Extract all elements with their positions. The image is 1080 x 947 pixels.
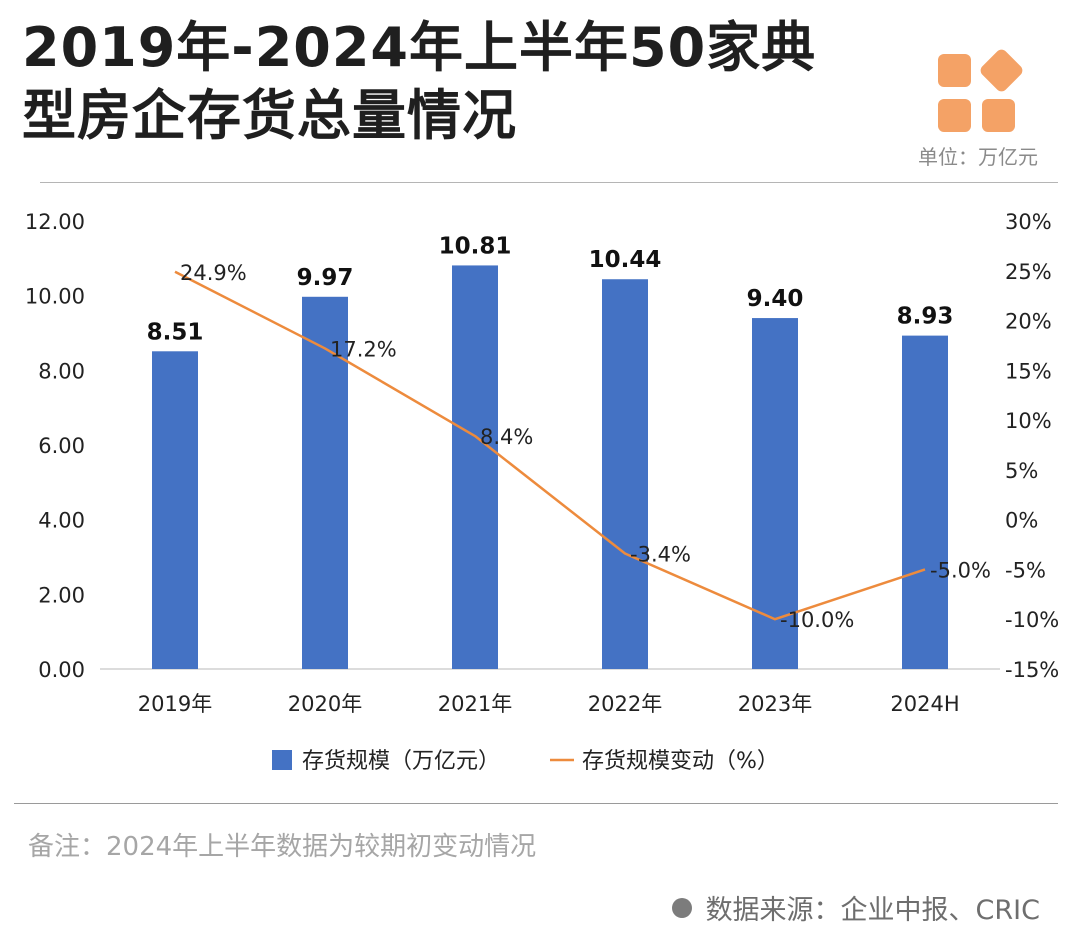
y-left-tick-label: 12.00 (25, 210, 85, 234)
inventory-chart: 0.00 2.00 4.00 6.00 8.00 10.00 12.00 -15% -10% -5… (25, 210, 1059, 774)
y-right-tick-label: 30% (1005, 210, 1052, 234)
y-right-tick-label: -10% (1005, 608, 1059, 632)
y-left-tick-label: 0.00 (38, 658, 85, 682)
x-tick-label: 2019年 (138, 692, 212, 716)
y-right-tick-label: 25% (1005, 260, 1052, 284)
bar-value-label: 9.40 (747, 286, 804, 312)
title-line-1: 2019年-2024年上半年50家典 (22, 16, 817, 79)
legend-bar-label: 存货规模（万亿元） (302, 749, 500, 774)
bar (902, 335, 948, 669)
y-left-tick-label: 6.00 (38, 434, 85, 458)
legend-line-label: 存货规模变动（%） (582, 749, 779, 774)
logo-squares-icon (938, 47, 1028, 134)
line-point-label: -10.0% (780, 608, 854, 632)
logo-square-1 (938, 54, 971, 87)
y-right-tick-label: 20% (1005, 310, 1052, 334)
source-line: 数据来源：企业中报、CRIC (671, 888, 1040, 927)
bar-value-label: 10.44 (589, 247, 662, 273)
footnote: 备注：2024年上半年数据为较期初变动情况 (28, 832, 537, 862)
x-tick-label: 2022年 (588, 692, 662, 716)
logo-square-2 (978, 47, 1025, 94)
bar (752, 318, 798, 669)
y-right-tick-label: -15% (1005, 658, 1059, 682)
y-right-tick-label: 0% (1005, 509, 1038, 533)
source-dot-icon (671, 897, 692, 918)
line-point-label: 24.9% (180, 261, 247, 285)
y-right-tick-label: 10% (1005, 409, 1052, 433)
x-tick-label: 2024H (890, 692, 959, 716)
y-right-tick-label: 5% (1005, 459, 1038, 483)
bar (602, 279, 648, 669)
x-tick-label: 2020年 (288, 692, 362, 716)
line-point-label: 17.2% (330, 337, 397, 361)
y-right-tick-label: 15% (1005, 359, 1052, 383)
bar-value-label: 8.51 (147, 319, 204, 345)
logo-square-3 (938, 99, 971, 132)
line-point-label: -3.4% (630, 543, 691, 567)
line-point-label: -5.0% (930, 558, 991, 582)
bottom-divider (14, 803, 1058, 804)
y-right-tick-label: -5% (1005, 558, 1046, 582)
legend-bar-swatch (272, 750, 292, 770)
bar-value-label: 8.93 (897, 304, 954, 330)
bar (152, 351, 198, 669)
top-divider (40, 182, 1058, 183)
logo-square-4 (982, 99, 1015, 132)
line-point-label: 8.4% (480, 425, 533, 449)
bar (452, 265, 498, 669)
y-left-tick-label: 10.00 (25, 285, 85, 309)
source-text: 数据来源：企业中报、CRIC (705, 895, 1040, 926)
title-line-2: 型房企存货总量情况 (22, 84, 517, 147)
line-series-path (174, 270, 926, 621)
page-title: 2019年-2024年上半年50家典 型房企存货总量情况 (22, 14, 922, 150)
unit-label: 单位：万亿元 (918, 145, 1038, 169)
y-left-tick-label: 4.00 (38, 509, 85, 533)
y-left-tick-label: 2.00 (38, 583, 85, 607)
x-tick-label: 2023年 (738, 692, 812, 716)
bar-value-label: 10.81 (439, 233, 512, 259)
y-left-tick-label: 8.00 (38, 359, 85, 383)
bar-value-label: 9.97 (297, 265, 354, 291)
x-tick-label: 2021年 (438, 692, 512, 716)
